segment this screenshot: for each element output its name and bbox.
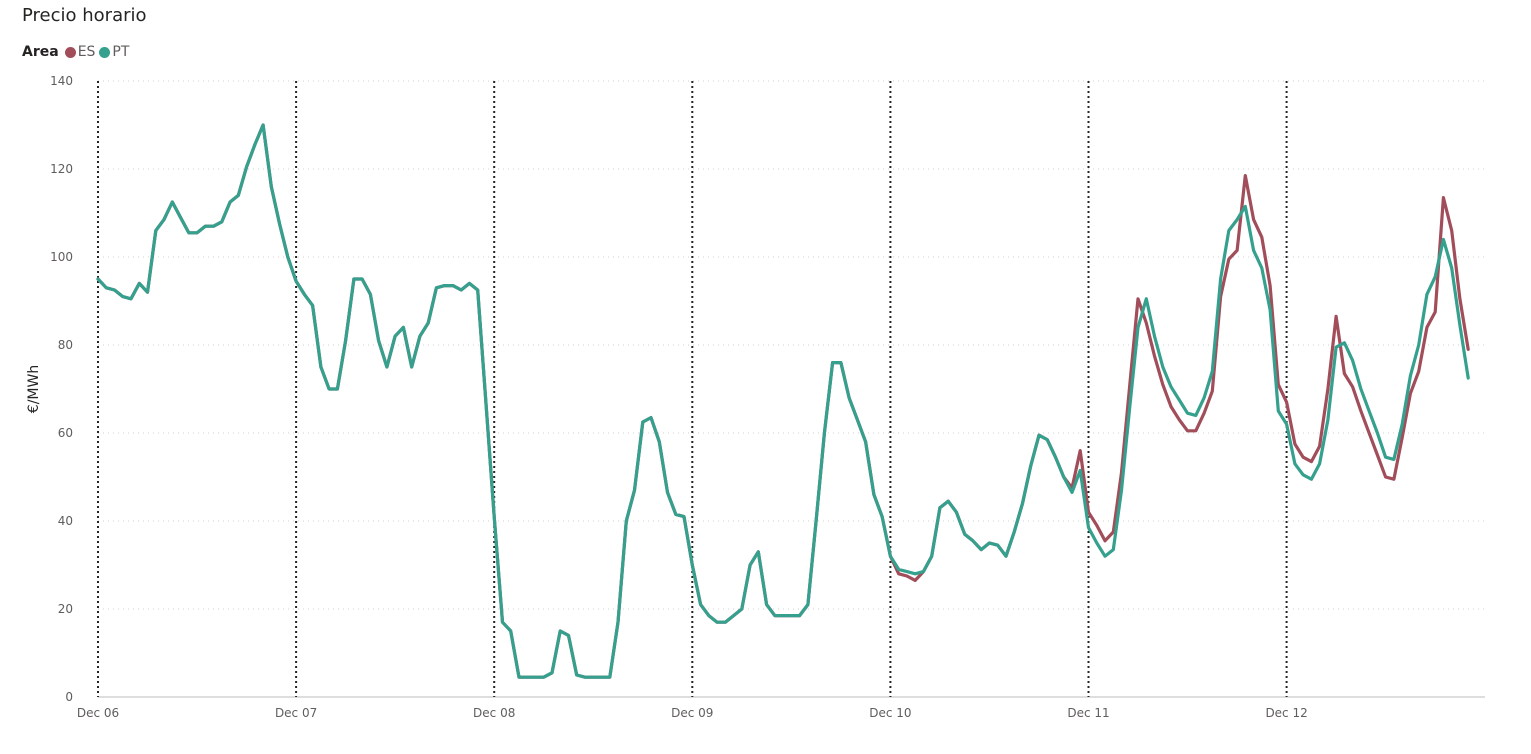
x-tick-label: Dec 11 — [1067, 706, 1109, 720]
legend-dot-es — [64, 46, 76, 58]
x-tick-label: Dec 08 — [473, 706, 515, 720]
legend: Area ES PT — [22, 44, 133, 60]
x-tick-label: Dec 07 — [275, 706, 317, 720]
legend-item-es[interactable]: ES — [64, 44, 96, 60]
y-tick-label: 60 — [58, 426, 73, 440]
y-tick-label: 80 — [58, 338, 73, 352]
legend-dot-pt — [99, 46, 111, 58]
x-tick-label: Dec 09 — [671, 706, 713, 720]
legend-title: Area — [22, 44, 59, 60]
y-tick-label: 40 — [58, 514, 73, 528]
series-line-es — [96, 123, 1470, 679]
x-tick-label: Dec 10 — [869, 706, 911, 720]
legend-label-pt: PT — [112, 44, 130, 60]
series-line-pt — [96, 123, 1470, 679]
y-tick-label: 140 — [50, 74, 73, 88]
x-tick-label: Dec 06 — [77, 706, 119, 720]
x-tick-label: Dec 12 — [1265, 706, 1307, 720]
y-axis-label: €/MWh — [26, 365, 42, 413]
y-tick-label: 0 — [65, 690, 73, 704]
y-tick-label: 20 — [58, 602, 73, 616]
y-tick-label: 120 — [50, 162, 73, 176]
y-tick-label: 100 — [50, 250, 73, 264]
chart-title: Precio horario — [22, 5, 147, 26]
legend-label-es: ES — [77, 44, 96, 60]
legend-item-pt[interactable]: PT — [99, 44, 129, 60]
